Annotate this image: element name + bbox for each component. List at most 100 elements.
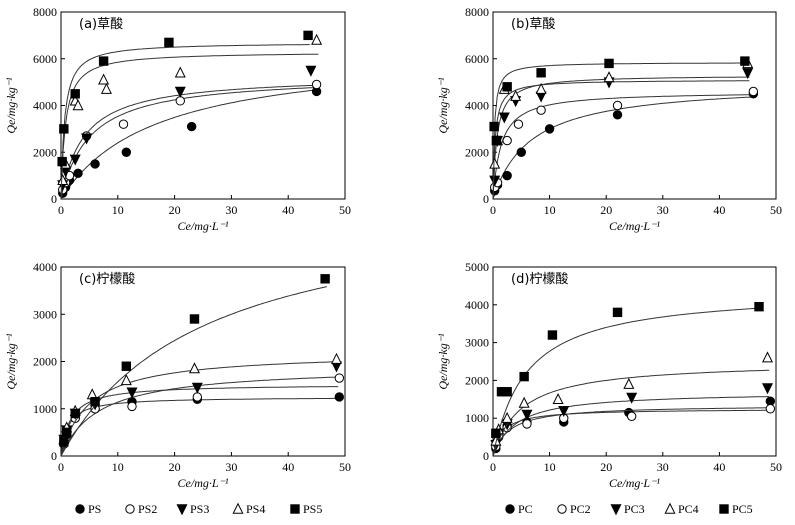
x-axis-label: Ce/mg·L⁻¹ (178, 476, 229, 490)
legend-marker-PS3 (176, 504, 188, 516)
data-point-PS5 (61, 427, 72, 438)
data-point-PC4 (489, 157, 501, 169)
legend-label: PS2 (138, 502, 157, 516)
data-point-PC5 (502, 387, 512, 397)
y-tick-label: 0 (51, 192, 57, 206)
data-point-PS3 (126, 387, 138, 399)
y-tick-label: 1000 (33, 402, 57, 416)
data-point-PS4 (174, 66, 186, 78)
x-tick-label: 30 (657, 460, 669, 474)
y-axis-label: Qe/mg·kg⁻¹ (436, 77, 450, 134)
y-tick-label: 2000 (465, 145, 489, 159)
legend-marker-PC2 (557, 504, 567, 514)
panel-title: (a)草酸 (79, 17, 123, 32)
x-tick-label: 40 (282, 460, 294, 474)
x-tick-label: 20 (600, 203, 612, 217)
data-point-PC2 (536, 105, 546, 115)
data-point-PC2 (513, 119, 524, 129)
plot-frame (492, 266, 777, 457)
series-PS (59, 392, 345, 457)
x-tick-label: 40 (282, 203, 294, 217)
data-point-PC5 (502, 82, 512, 92)
data-point-PC5 (740, 56, 750, 66)
data-point-PC2 (626, 411, 637, 422)
data-point-PS (90, 159, 100, 169)
data-point-PC5 (491, 135, 502, 146)
legend-marker-PC5 (719, 504, 729, 514)
data-point-PC2 (748, 86, 759, 97)
panel-title: (d)柠檬酸 (511, 272, 568, 287)
fit-curve-PC (492, 96, 756, 200)
legend-label: PS3 (190, 502, 209, 516)
legend-label: PS4 (246, 502, 265, 516)
legend-label: PS (88, 502, 101, 516)
data-point-PC5 (612, 307, 623, 318)
series-PS (58, 86, 322, 200)
data-point-PS5 (70, 89, 80, 99)
y-tick-label: 0 (483, 192, 489, 206)
data-point-PS5 (70, 408, 80, 419)
y-tick-label: 3000 (33, 307, 57, 321)
data-point-PC (544, 124, 555, 134)
y-tick-label: 2000 (465, 373, 489, 387)
x-tick-label: 40 (713, 460, 725, 474)
x-tick-label: 20 (169, 460, 181, 474)
x-axis-label: Ce/mg·L⁻¹ (178, 219, 229, 233)
data-point-PC4 (501, 411, 513, 423)
y-axis-label: Qe/mg·kg⁻¹ (436, 333, 450, 390)
panel-title: (c)柠檬酸 (79, 272, 135, 287)
data-point-PC4 (510, 89, 522, 101)
fit-curve-PS3 (60, 84, 313, 200)
x-tick-label: 30 (225, 460, 237, 474)
data-point-PS4 (311, 33, 323, 45)
x-tick-label: 20 (600, 460, 612, 474)
data-point-PS5 (90, 396, 100, 407)
data-point-PC3 (558, 405, 570, 417)
fit-curve-PS5 (60, 44, 310, 200)
data-point-PC2 (522, 419, 532, 429)
fit-curve-PC5 (492, 307, 761, 457)
data-point-PS4 (120, 374, 132, 386)
y-tick-label: 6000 (465, 52, 489, 66)
x-tick-label: 10 (544, 203, 556, 217)
legend-1: PS PS2 PS3 PS4 PS5 (75, 502, 322, 516)
data-point-PC3 (742, 68, 754, 80)
data-point-PS5 (121, 361, 132, 371)
x-tick-label: 20 (169, 203, 181, 217)
fit-curve-PC2 (492, 94, 756, 200)
x-tick-label: 0 (490, 203, 496, 217)
x-axis-label: Ce/mg·L⁻¹ (609, 476, 660, 490)
data-point-PS4 (72, 99, 84, 111)
data-point-PC3 (626, 392, 638, 404)
series-PC5 (491, 301, 764, 457)
data-point-PS3 (174, 86, 186, 98)
chart-panel-4: 0 10 20 30 40 50 0 1000 2000 3000 4000 5000 Ce/mg·L⁻… (436, 260, 782, 490)
data-point-PS3 (69, 154, 81, 166)
plot-frame (60, 266, 346, 457)
x-tick-label: 40 (713, 203, 725, 217)
data-point-PC4 (762, 351, 774, 363)
y-tick-label: 4000 (465, 99, 489, 113)
series-PC5 (489, 56, 750, 200)
legend-marker-PS4 (232, 502, 244, 514)
y-tick-label: 2000 (33, 355, 57, 369)
chart-panel-3: 0 10 20 30 40 50 0 1000 2000 3000 4000 Ce/mg·L⁻¹ Qe/… (4, 260, 351, 490)
y-tick-label: 8000 (465, 5, 489, 19)
data-point-PS2 (127, 401, 137, 412)
data-point-PC2 (502, 135, 512, 146)
legend-marker-PC3 (610, 504, 622, 516)
y-tick-label: 3000 (465, 336, 489, 350)
data-point-PS5 (98, 56, 109, 66)
x-tick-label: 10 (544, 460, 556, 474)
data-point-PS5 (57, 156, 67, 167)
fit-curve-PC3 (492, 396, 770, 457)
legend-label: PC5 (732, 502, 753, 516)
data-point-PC3 (498, 112, 510, 124)
legend-marker-PS (75, 504, 85, 514)
chart-panel-2: 0 10 20 30 40 50 0 2000 4000 6000 8000 Ce/mg·L⁻¹ Qe/… (436, 5, 782, 233)
data-point-PS5 (59, 124, 69, 134)
series-PS2 (59, 373, 345, 457)
legend-2: PC PC2 PC3 PC4 PC5 (505, 502, 753, 516)
y-tick-label: 5000 (465, 260, 489, 274)
